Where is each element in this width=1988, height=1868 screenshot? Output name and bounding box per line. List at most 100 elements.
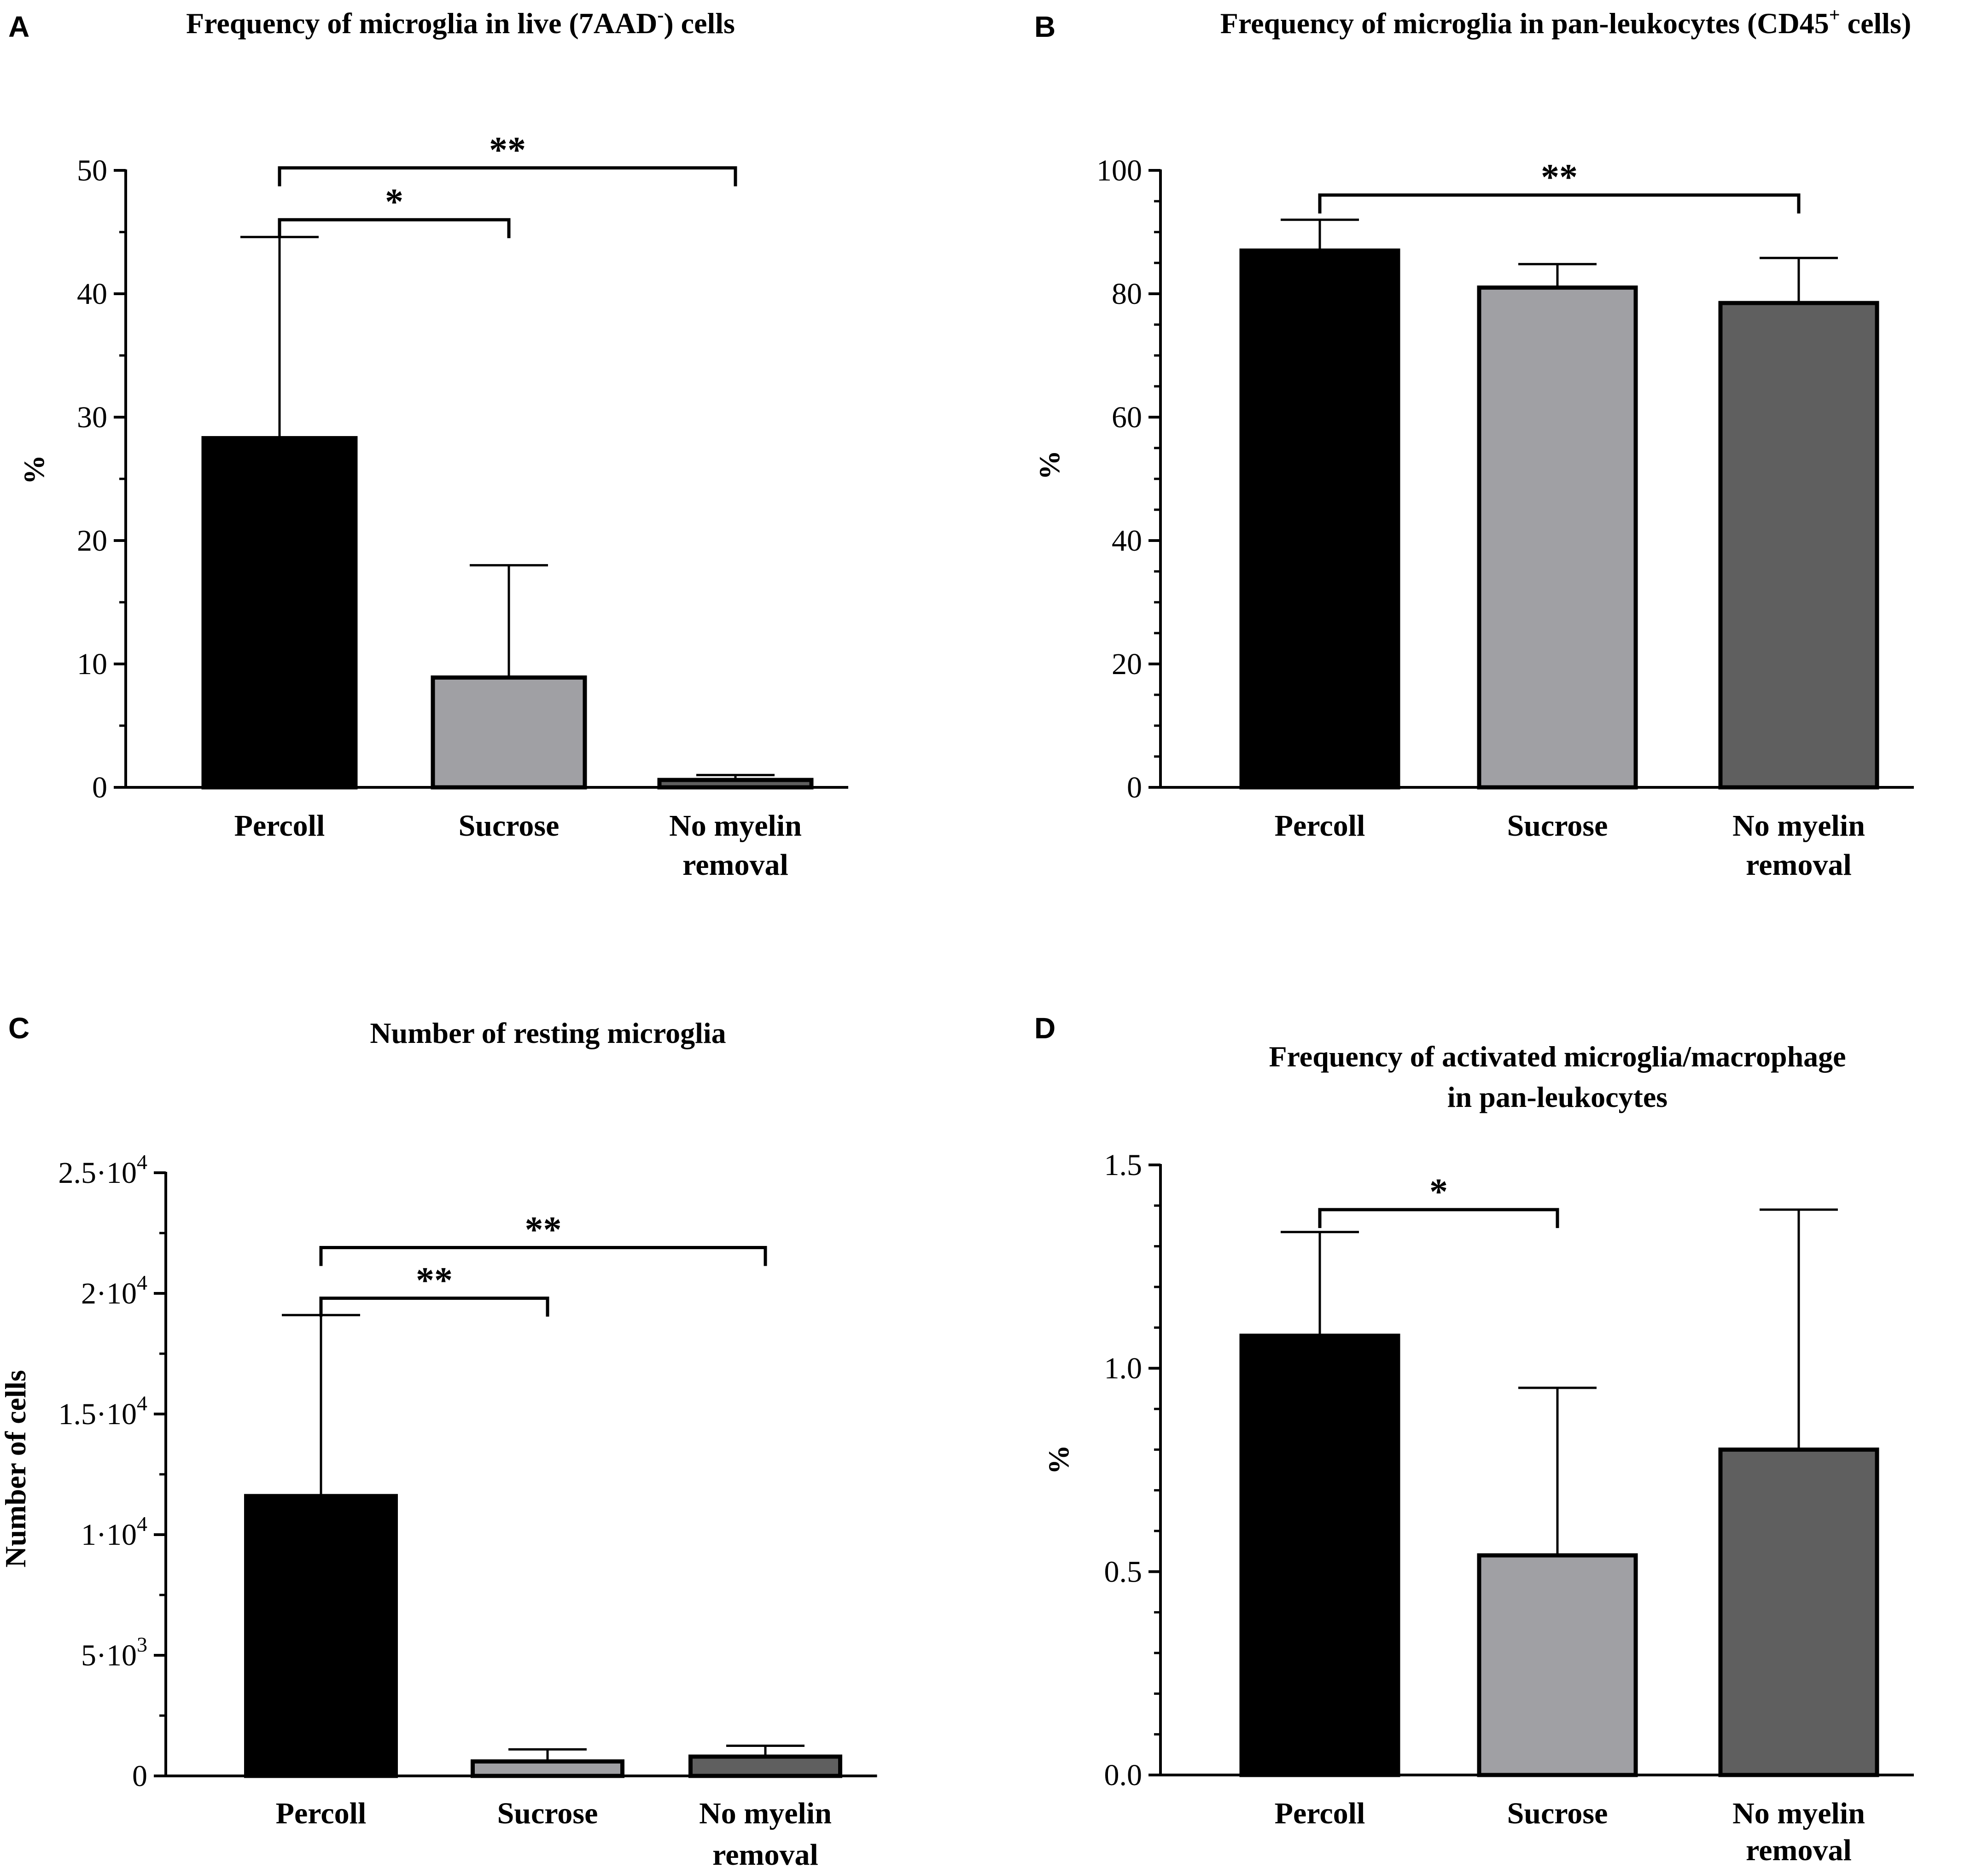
y-tick-label-text: 80: [1112, 277, 1142, 311]
significance-label: *: [1429, 1172, 1448, 1212]
significance-bracket: [278, 166, 737, 186]
x-category-label: No myelin: [699, 1797, 832, 1830]
y-tick-label: 1.0: [1104, 1352, 1143, 1385]
bar-no-myelin-removal: [1718, 301, 1879, 790]
significance-label: **: [489, 130, 526, 171]
bar-percoll: [1239, 1333, 1400, 1777]
y-tick-label-text: 40: [1112, 524, 1142, 558]
y-tick-label-text: 20: [1112, 647, 1142, 681]
y-axis-label: %: [1033, 450, 1066, 480]
panel-b: B Frequency of microglia in pan-leukocyte…: [1033, 5, 1914, 882]
y-tick-label: 40: [1112, 524, 1142, 558]
y-tick-label-exponent: 4: [137, 1271, 147, 1294]
y-tick-label: 5·103: [81, 1633, 147, 1672]
x-category-label: Sucrose: [1507, 1797, 1608, 1830]
y-tick-label-exponent: 4: [137, 1391, 147, 1415]
significance-bracket: [278, 218, 511, 239]
chart-title-text: Frequency of microglia in pan-leukocytes…: [1220, 7, 1829, 40]
y-tick-label: 0: [1127, 771, 1142, 804]
y-tick-label: 2·104: [81, 1271, 147, 1310]
y-axis-label: %: [1042, 1445, 1075, 1474]
y-tick-label: 100: [1096, 154, 1142, 187]
y-axis-label: %: [17, 455, 50, 484]
bar-percoll: [1239, 248, 1400, 790]
x-category-label: Percoll: [234, 809, 325, 843]
y-tick-label-text: 40: [77, 277, 107, 311]
y-tick-label-text: 20: [77, 524, 107, 558]
chart-title-superscript: -: [657, 5, 664, 26]
significance-label: **: [525, 1210, 562, 1250]
x-category-label: removal: [1746, 848, 1852, 882]
chart-title-text: Number of resting microglia: [370, 1017, 726, 1049]
panel-a: A Frequency of microglia in live (7AAD-) …: [8, 5, 848, 882]
y-tick-label-text: 10: [77, 647, 107, 681]
y-tick-label-text: 2·10: [81, 1277, 137, 1310]
y-tick-label: 2.5·104: [58, 1150, 147, 1190]
chart-title: Frequency of microglia in pan-leukocytes…: [1220, 5, 1912, 40]
y-axis-label: Number of cells: [0, 1370, 32, 1568]
y-tick-label-exponent: 4: [137, 1150, 147, 1174]
bar-sucrose: [1477, 285, 1638, 790]
y-tick-label-text: 0: [132, 1759, 147, 1793]
y-tick-label-text: 0: [1127, 771, 1142, 804]
significance-bracket: [319, 1296, 549, 1317]
chart-title-end: cells): [1840, 7, 1912, 40]
bar-percoll: [244, 1494, 398, 1778]
x-category-label: Sucrose: [459, 809, 560, 843]
bar-sucrose: [471, 1759, 624, 1778]
y-tick-label: 40: [77, 277, 107, 311]
x-category-label: No myelin: [1732, 1797, 1865, 1830]
y-tick-label-text: 30: [77, 401, 107, 434]
chart-title: Frequency of activated microglia/macroph…: [1269, 1040, 1846, 1073]
x-category-label: Percoll: [276, 1797, 367, 1830]
chart-title-text: Frequency of microglia in live (7AAD: [186, 7, 657, 40]
y-tick-label: 0: [92, 771, 107, 804]
x-category-label: No myelin: [669, 809, 802, 843]
panel-letter: B: [1034, 10, 1055, 43]
y-tick-label-text: 1.5·10: [58, 1397, 137, 1431]
y-tick-label-text: 0: [92, 771, 107, 804]
bar-no-myelin-removal: [688, 1754, 842, 1778]
bar-no-myelin-removal: [1718, 1447, 1879, 1777]
x-category-label: removal: [712, 1838, 818, 1868]
x-category-label: removal: [682, 848, 788, 882]
bar-sucrose: [431, 675, 587, 790]
chart-title-superscript: +: [1829, 5, 1840, 26]
y-tick-label-text: 100: [1096, 154, 1142, 187]
y-tick-label-text: 1.5: [1104, 1148, 1143, 1182]
panel-letter: C: [8, 1012, 29, 1045]
chart-title-line2: in pan-leukocytes: [1447, 1081, 1667, 1113]
x-category-label: removal: [1746, 1833, 1852, 1867]
bar-sucrose: [1477, 1553, 1638, 1777]
y-tick-label: 20: [77, 524, 107, 558]
chart-title-text: Frequency of activated microglia/macroph…: [1269, 1040, 1846, 1073]
significance-label: **: [416, 1260, 453, 1301]
y-tick-label-text: 60: [1112, 401, 1142, 434]
y-tick-label-exponent: 4: [137, 1512, 147, 1536]
panel-letter: A: [8, 10, 29, 43]
significance-label: **: [1541, 157, 1578, 198]
y-tick-label: 50: [77, 154, 107, 187]
y-tick-label: 30: [77, 401, 107, 434]
significance-bracket: [1318, 193, 1801, 214]
chart-title-end: ) cells: [664, 7, 735, 40]
y-tick-label: 20: [1112, 647, 1142, 681]
x-category-label: Percoll: [1275, 809, 1365, 843]
panel-d: D Frequency of activated microglia/macrop…: [1034, 1012, 1914, 1867]
y-tick-label-text: 1·10: [81, 1518, 137, 1552]
y-tick-label: 60: [1112, 401, 1142, 434]
x-category-label: Sucrose: [497, 1797, 598, 1830]
significance-bracket: [319, 1245, 767, 1266]
chart-title: Number of resting microglia: [370, 1017, 726, 1049]
y-tick-label-text: 0.5: [1104, 1555, 1143, 1589]
y-tick-label: 1.5: [1104, 1148, 1143, 1182]
y-tick-label: 10: [77, 647, 107, 681]
y-tick-label-text: 50: [77, 154, 107, 187]
y-tick-label: 1·104: [81, 1512, 147, 1552]
bar-percoll: [201, 436, 358, 790]
y-tick-label-exponent: 3: [137, 1633, 147, 1656]
y-tick-label-text: 1.0: [1104, 1352, 1143, 1385]
panel-letter: D: [1034, 1012, 1055, 1045]
y-tick-label: 0.5: [1104, 1555, 1143, 1589]
